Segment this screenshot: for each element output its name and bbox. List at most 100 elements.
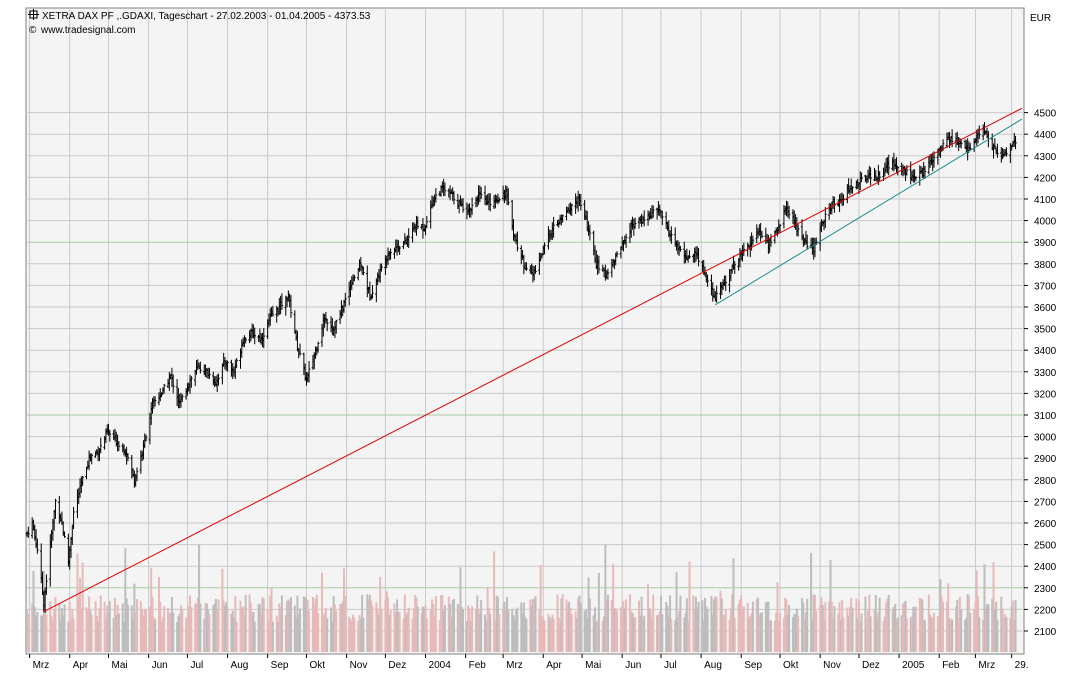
volume-bar xyxy=(60,608,63,652)
volume-bar xyxy=(596,620,599,652)
volume-bar xyxy=(565,599,568,652)
volume-bar xyxy=(477,609,480,652)
volume-bar xyxy=(923,620,926,652)
volume-bar xyxy=(601,621,604,652)
ohlc-bar xyxy=(543,242,546,255)
x-tick-label: Feb xyxy=(942,660,960,671)
volume-bar xyxy=(85,607,88,652)
volume-bar xyxy=(951,619,954,652)
volume-bar xyxy=(133,583,136,652)
volume-bar xyxy=(176,621,179,652)
volume-bar xyxy=(297,614,300,652)
volume-bar xyxy=(160,621,163,652)
volume-bar xyxy=(226,607,229,652)
volume-bar xyxy=(759,613,762,652)
volume-bar xyxy=(603,616,606,652)
volume-bar xyxy=(511,608,514,652)
volume-bar xyxy=(95,615,98,652)
volume-bar xyxy=(894,603,897,652)
volume-bar xyxy=(911,616,914,652)
volume-bar xyxy=(791,617,794,652)
volume-bar xyxy=(786,614,789,652)
volume-bar xyxy=(574,611,577,652)
volume-bar xyxy=(313,605,316,652)
volume-bar xyxy=(1014,599,1017,652)
volume-bar xyxy=(579,603,582,652)
x-tick-label: Dez xyxy=(862,660,880,671)
volume-bar xyxy=(706,608,709,652)
ohlc-bar xyxy=(217,373,220,386)
x-tick-label: Jun xyxy=(152,660,168,671)
ohlc-bar xyxy=(751,235,755,246)
volume-bar xyxy=(982,619,985,652)
volume-bar xyxy=(592,615,595,652)
volume-bar xyxy=(760,612,763,652)
volume-bar xyxy=(467,605,470,652)
volume-bar xyxy=(947,583,950,652)
volume-bar xyxy=(462,609,465,652)
volume-bar xyxy=(186,619,189,652)
volume-bar xyxy=(261,597,264,652)
volume-bar xyxy=(59,619,62,652)
volume-bar xyxy=(803,619,806,652)
ohlc-bar xyxy=(85,466,88,480)
volume-bars xyxy=(26,544,1017,652)
volume-bar xyxy=(702,620,705,652)
volume-bar xyxy=(465,621,468,652)
volume-bar xyxy=(685,598,688,652)
volume-bar xyxy=(371,605,374,652)
volume-bar xyxy=(163,606,166,652)
volume-bar xyxy=(151,596,154,652)
volume-bar xyxy=(711,614,714,652)
volume-bar xyxy=(869,616,872,652)
volume-bar xyxy=(172,612,175,652)
volume-bar xyxy=(217,599,220,652)
volume-bar xyxy=(76,553,79,652)
volume-bar xyxy=(67,621,70,652)
settings-icon[interactable] xyxy=(28,9,39,20)
chart-credit: www.tradesignal.com xyxy=(40,25,135,36)
volume-bar xyxy=(32,570,35,652)
volume-bar xyxy=(393,603,396,652)
ohlc-bar xyxy=(54,498,57,519)
volume-bar xyxy=(449,603,452,652)
y-tick-label: 4000 xyxy=(1034,217,1057,228)
volume-bar xyxy=(230,613,233,652)
volume-bar xyxy=(804,612,807,652)
volume-bar xyxy=(502,609,505,652)
volume-bar xyxy=(560,598,563,652)
ohlc-bar xyxy=(296,330,299,352)
volume-bar xyxy=(877,612,880,652)
volume-bar xyxy=(1011,600,1014,652)
volume-bar xyxy=(927,594,930,652)
volume-bar xyxy=(406,612,409,652)
x-tick-label: Dez xyxy=(388,660,406,671)
ohlc-bar xyxy=(570,203,574,216)
volume-bar xyxy=(189,595,192,652)
volume-bar xyxy=(407,607,410,652)
volume-bar xyxy=(185,617,188,652)
volume-bar xyxy=(750,613,753,652)
trendline-long[interactable] xyxy=(43,107,1023,613)
volume-bar xyxy=(768,620,771,652)
volume-bar xyxy=(764,602,767,652)
ohlc-bar xyxy=(461,198,465,213)
volume-bar xyxy=(878,597,881,652)
volume-bar xyxy=(178,613,181,652)
volume-bar xyxy=(302,596,305,652)
volume-bar xyxy=(819,605,822,652)
copyright-icon: © xyxy=(29,25,37,36)
volume-bar xyxy=(389,610,392,652)
volume-bar xyxy=(583,610,586,652)
volume-bar xyxy=(652,594,655,652)
trendline-short[interactable] xyxy=(715,118,1023,306)
ohlc-bar xyxy=(914,176,918,181)
ohlc-bar xyxy=(117,441,121,452)
volume-bar xyxy=(248,594,251,652)
volume-bar xyxy=(203,618,206,652)
volume-bar xyxy=(348,616,351,652)
ohlc-bar xyxy=(658,204,662,217)
y-tick-label: 4500 xyxy=(1034,109,1057,120)
volume-bar xyxy=(420,612,423,652)
volume-bar xyxy=(547,614,550,652)
